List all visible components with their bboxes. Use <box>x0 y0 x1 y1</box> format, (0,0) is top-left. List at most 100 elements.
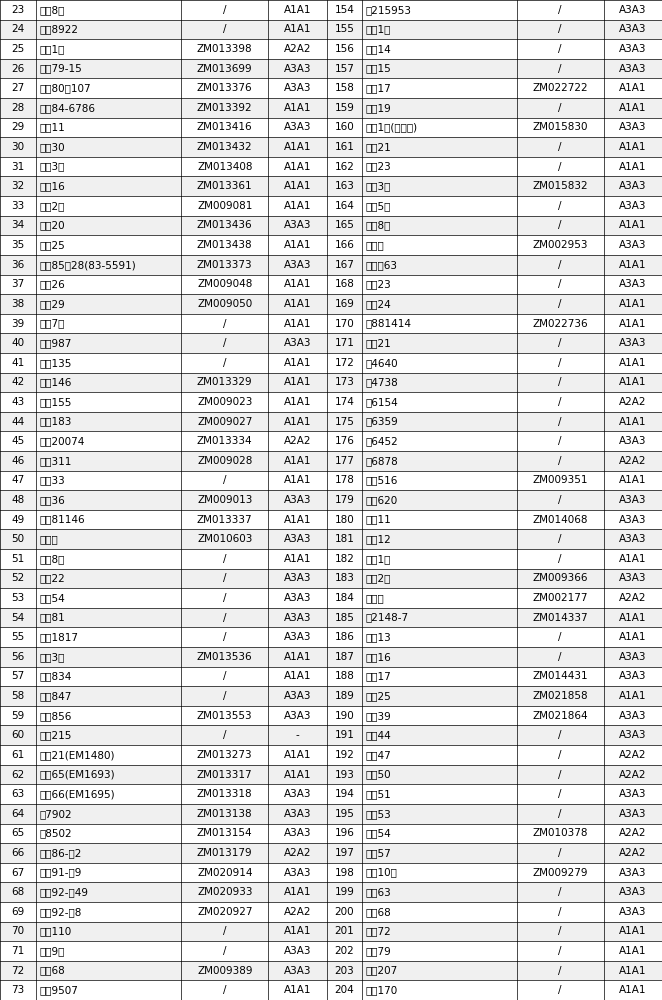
Text: 27: 27 <box>11 83 24 93</box>
Text: 49: 49 <box>11 515 24 525</box>
Text: 175: 175 <box>334 417 354 427</box>
Text: A2A2: A2A2 <box>619 397 647 407</box>
Text: 小偃22: 小偃22 <box>39 573 65 583</box>
Text: ZM013361: ZM013361 <box>197 181 253 191</box>
Text: /: / <box>559 946 562 956</box>
Text: 农大20074: 农大20074 <box>39 436 85 446</box>
Text: A3A3: A3A3 <box>619 671 647 681</box>
Text: 农大146: 农大146 <box>39 377 71 387</box>
Text: 京双16: 京双16 <box>39 181 65 191</box>
Text: 京双2号: 京双2号 <box>39 201 64 211</box>
Text: /: / <box>559 554 562 564</box>
Text: 55: 55 <box>11 632 24 642</box>
Text: 京冬8号: 京冬8号 <box>39 5 64 15</box>
Text: 170: 170 <box>334 319 354 329</box>
Text: 43: 43 <box>11 397 24 407</box>
Text: ZM002953: ZM002953 <box>532 240 588 250</box>
Text: 40: 40 <box>11 338 24 348</box>
Bar <box>0 255 662 275</box>
Bar <box>0 412 662 431</box>
Text: A3A3: A3A3 <box>619 240 647 250</box>
Text: 泰山24: 泰山24 <box>365 299 391 309</box>
Text: /: / <box>559 534 562 544</box>
Text: 晋2148-7: 晋2148-7 <box>365 613 409 623</box>
Text: 晋麦51: 晋麦51 <box>365 789 391 799</box>
Text: ZM022736: ZM022736 <box>532 319 588 329</box>
Text: 农大36: 农大36 <box>39 495 65 505</box>
Text: A1A1: A1A1 <box>619 613 647 623</box>
Text: 47: 47 <box>11 475 24 485</box>
Text: 156: 156 <box>334 44 354 54</box>
Text: 晋麦17: 晋麦17 <box>365 671 391 681</box>
Text: ZM014337: ZM014337 <box>532 613 588 623</box>
Text: 轮选987: 轮选987 <box>39 338 71 348</box>
Bar <box>0 294 662 314</box>
Text: 鲁麦19: 鲁麦19 <box>365 103 391 113</box>
Text: 农大33: 农大33 <box>39 475 65 485</box>
Text: 早穗65(EM1693): 早穗65(EM1693) <box>39 770 115 780</box>
Text: A1A1: A1A1 <box>284 985 311 995</box>
Text: /: / <box>559 456 562 466</box>
Text: ZM021858: ZM021858 <box>532 691 588 701</box>
Text: 38: 38 <box>11 299 24 309</box>
Text: /: / <box>559 417 562 427</box>
Text: /: / <box>559 907 562 917</box>
Text: /: / <box>559 985 562 995</box>
Text: 165: 165 <box>334 220 354 230</box>
Text: A1A1: A1A1 <box>619 83 647 93</box>
Text: 65: 65 <box>11 828 24 838</box>
Text: 科遗29: 科遗29 <box>39 299 65 309</box>
Text: 鲁麦5麦: 鲁麦5麦 <box>365 201 391 211</box>
Text: A2A2: A2A2 <box>284 907 311 917</box>
Text: ZM015832: ZM015832 <box>532 181 588 191</box>
Text: 53: 53 <box>11 593 24 603</box>
Text: A1A1: A1A1 <box>619 417 647 427</box>
Text: A3A3: A3A3 <box>619 573 647 583</box>
Text: A3A3: A3A3 <box>619 652 647 662</box>
Text: 60: 60 <box>11 730 24 740</box>
Text: /: / <box>559 260 562 270</box>
Text: 199: 199 <box>334 887 354 897</box>
Bar <box>0 59 662 78</box>
Text: 154: 154 <box>334 5 354 15</box>
Text: 171: 171 <box>334 338 354 348</box>
Text: 193: 193 <box>334 770 354 780</box>
Text: 69: 69 <box>11 907 24 917</box>
Text: A3A3: A3A3 <box>284 613 311 623</box>
Text: 鲁麦23: 鲁麦23 <box>365 162 391 172</box>
Text: ZM013373: ZM013373 <box>197 260 253 270</box>
Text: 山农辐63: 山农辐63 <box>365 260 398 270</box>
Text: /: / <box>559 279 562 289</box>
Text: 长治516: 长治516 <box>365 475 398 485</box>
Text: /: / <box>559 162 562 172</box>
Text: A3A3: A3A3 <box>619 495 647 505</box>
Bar <box>0 843 662 863</box>
Text: A1A1: A1A1 <box>284 240 311 250</box>
Bar <box>0 451 662 471</box>
Text: A3A3: A3A3 <box>284 789 311 799</box>
Bar <box>0 176 662 196</box>
Text: /: / <box>559 338 562 348</box>
Text: A1A1: A1A1 <box>284 24 311 34</box>
Text: 轮抗7号: 轮抗7号 <box>39 319 64 329</box>
Text: A3A3: A3A3 <box>619 730 647 740</box>
Text: A1A1: A1A1 <box>619 691 647 701</box>
Text: 原冬834: 原冬834 <box>39 671 71 681</box>
Text: /: / <box>559 730 562 740</box>
Text: /: / <box>559 848 562 858</box>
Bar <box>0 941 662 961</box>
Text: ZM013398: ZM013398 <box>197 44 253 54</box>
Text: ZM002177: ZM002177 <box>532 593 588 603</box>
Text: 176: 176 <box>334 436 354 446</box>
Text: A3A3: A3A3 <box>619 515 647 525</box>
Text: ZM009013: ZM009013 <box>197 495 252 505</box>
Bar <box>0 275 662 294</box>
Bar <box>0 333 662 353</box>
Bar <box>0 216 662 235</box>
Text: A3A3: A3A3 <box>619 436 647 446</box>
Text: 187: 187 <box>334 652 354 662</box>
Text: A2A2: A2A2 <box>619 848 647 858</box>
Text: 长4738: 长4738 <box>365 377 399 387</box>
Text: 30: 30 <box>11 142 24 152</box>
Text: A3A3: A3A3 <box>284 534 311 544</box>
